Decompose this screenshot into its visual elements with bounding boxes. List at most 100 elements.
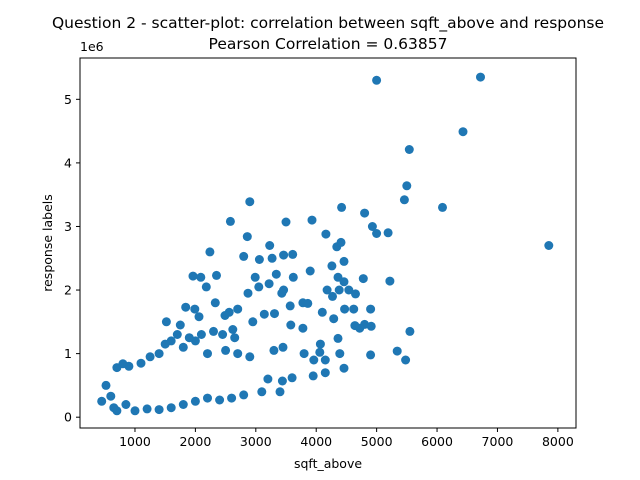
data-point (245, 352, 255, 362)
data-point (245, 197, 255, 207)
y-tick-label: 0 (64, 410, 72, 425)
data-point (321, 229, 331, 239)
y-tick-label: 5 (64, 92, 72, 107)
y-offset-label: 1e6 (80, 39, 104, 54)
data-point (263, 374, 273, 384)
data-point (309, 355, 319, 365)
data-point (161, 317, 171, 327)
data-point (285, 301, 295, 311)
data-point (265, 241, 275, 250)
data-point (264, 279, 274, 289)
data-point (239, 390, 249, 400)
data-point (281, 217, 291, 227)
data-point (337, 202, 347, 212)
data-point (349, 304, 359, 314)
data-point (404, 145, 414, 154)
data-point (121, 400, 131, 409)
data-point (355, 323, 365, 333)
data-point (196, 272, 206, 282)
x-axis-ticks: 1000 2000 3000 4000 5000 6000 7000 8000 (119, 428, 574, 449)
data-point (227, 393, 237, 403)
data-point (136, 358, 146, 368)
data-point (130, 406, 140, 416)
y-tick-label: 1 (64, 346, 72, 361)
data-point (308, 371, 318, 381)
data-point (118, 359, 128, 369)
data-point (254, 255, 264, 264)
data-point (358, 274, 368, 284)
data-point (372, 75, 382, 85)
data-point (160, 339, 170, 349)
data-point (315, 347, 325, 357)
data-point (278, 342, 288, 352)
y-tick-label: 4 (64, 155, 72, 170)
data-point (203, 349, 212, 359)
data-point (322, 285, 332, 295)
data-point (367, 222, 377, 231)
data-point (339, 277, 349, 287)
chart-subtitle: Pearson Correlation = 0.63857 (209, 35, 448, 53)
data-point (271, 269, 281, 279)
data-point (242, 232, 252, 242)
data-point (277, 288, 287, 298)
data-point (178, 342, 188, 352)
data-point (392, 346, 402, 356)
y-tick-label: 3 (64, 219, 72, 234)
data-point (190, 304, 200, 314)
data-point (399, 195, 409, 205)
data-point (307, 215, 317, 225)
data-point (196, 330, 206, 339)
x-tick-label: 3000 (240, 434, 272, 449)
data-point (279, 250, 289, 260)
data-point (257, 387, 267, 397)
data-point (188, 271, 198, 281)
data-point (288, 249, 298, 259)
data-point (339, 363, 349, 373)
data-point (333, 333, 343, 343)
data-point (458, 127, 468, 137)
data-point (205, 247, 215, 257)
data-point (339, 256, 349, 266)
points-layer (97, 72, 554, 416)
data-point (335, 349, 345, 359)
data-point (239, 251, 249, 261)
data-point (154, 349, 164, 359)
plot-frame (79, 57, 577, 429)
data-point (344, 285, 354, 295)
data-point (270, 309, 279, 319)
data-point (201, 282, 211, 292)
data-point (250, 272, 260, 282)
data-point (277, 376, 287, 386)
data-point (267, 253, 277, 263)
chart-title: Question 2 - scatter-plot: correlation b… (52, 14, 604, 33)
x-tick-label: 5000 (361, 434, 393, 449)
data-point (203, 393, 212, 403)
y-axis-label: response labels (40, 194, 55, 292)
data-point (329, 314, 339, 324)
data-point (366, 304, 376, 314)
data-point (360, 208, 370, 218)
data-point (299, 349, 309, 359)
data-point (476, 72, 485, 82)
data-point (233, 349, 243, 359)
data-point (402, 181, 412, 191)
data-point (351, 289, 360, 299)
data-point (220, 311, 230, 320)
data-point (275, 387, 285, 397)
data-point (328, 291, 337, 301)
data-point (154, 405, 164, 415)
data-point (181, 302, 191, 312)
data-point (320, 368, 330, 378)
data-point (298, 323, 308, 333)
data-point (228, 325, 238, 334)
data-point (166, 403, 176, 413)
data-point (145, 352, 155, 362)
data-point (233, 304, 243, 314)
data-point (212, 270, 221, 280)
data-point (178, 400, 188, 409)
data-point (101, 380, 111, 390)
x-tick-label: 2000 (179, 434, 211, 449)
y-axis-ticks: 0 1 2 3 4 5 (64, 92, 80, 425)
data-point (401, 355, 411, 365)
data-point (215, 395, 225, 405)
